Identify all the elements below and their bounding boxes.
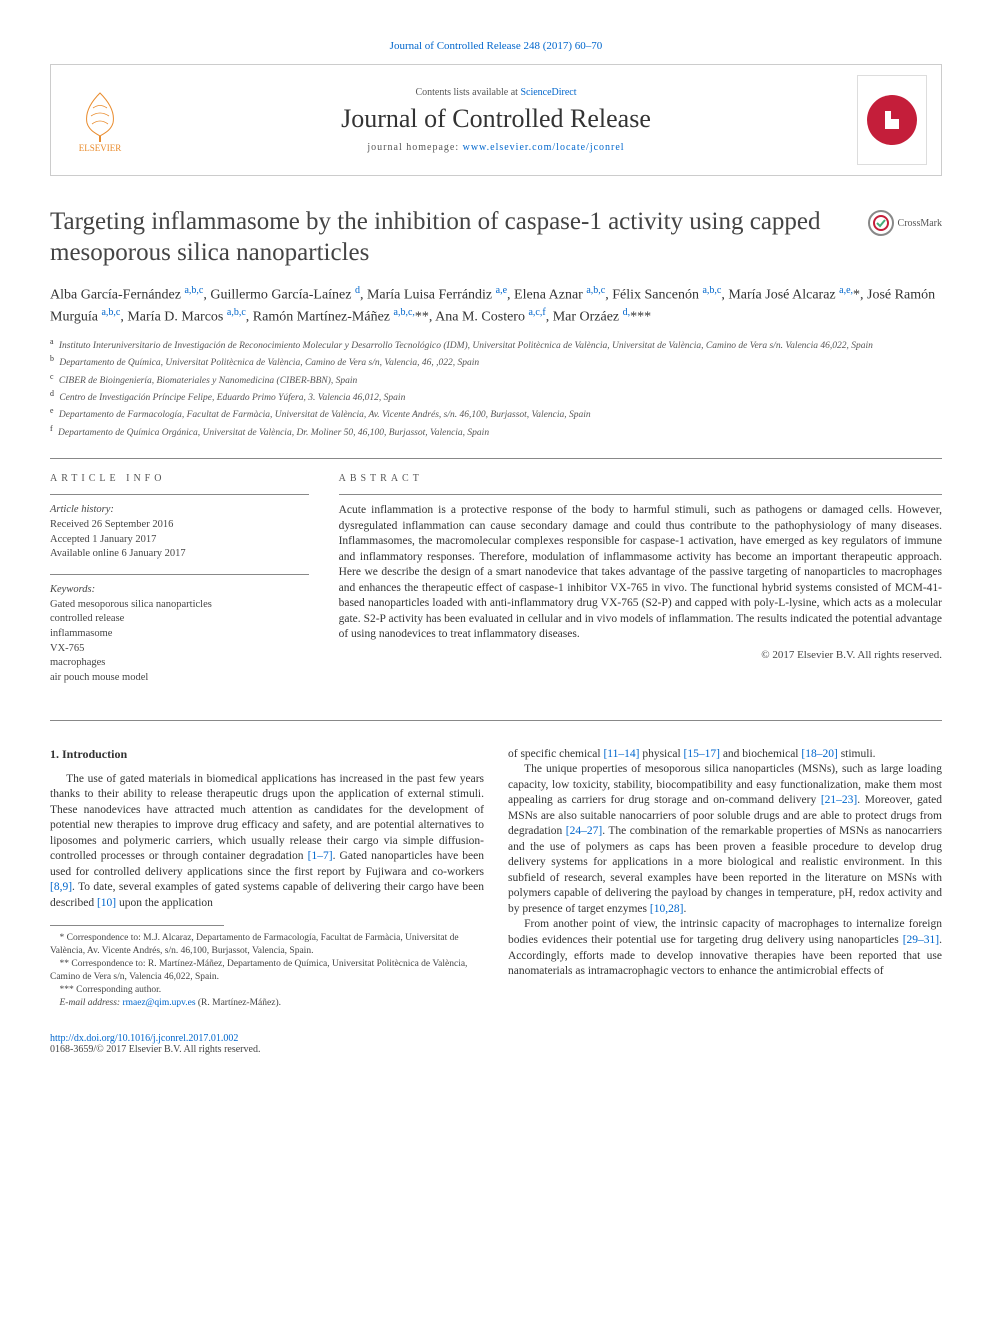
keyword-item: macrophages [50, 656, 309, 671]
citation-link[interactable]: [29–31] [903, 934, 939, 946]
history-online: Available online 6 January 2017 [50, 547, 309, 562]
citation-link[interactable]: [18–20] [801, 748, 837, 760]
introduction-heading: 1. Introduction [50, 747, 484, 762]
citation-link[interactable]: [15–17] [684, 748, 720, 760]
authors-list: Alba García-Fernández a,b,c, Guillermo G… [50, 283, 942, 328]
citation-link[interactable]: [10] [97, 897, 116, 909]
journal-homepage-line: journal homepage: www.elsevier.com/locat… [135, 142, 857, 153]
article-title: Targeting inflammasome by the inhibition… [50, 206, 942, 269]
journal-reference: Journal of Controlled Release 248 (2017)… [50, 40, 942, 52]
sciencedirect-link[interactable]: ScienceDirect [520, 87, 576, 98]
journal-header: ELSEVIER Contents lists available at Sci… [50, 64, 942, 176]
footnotes-separator [50, 925, 224, 926]
footnote-3: *** Corresponding author. [50, 984, 484, 997]
abstract-label: ABSTRACT [339, 473, 942, 484]
homepage-prefix: journal homepage: [367, 142, 462, 153]
correspondence-footnotes: * Correspondence to: M.J. Alcaraz, Depar… [50, 932, 484, 1009]
keywords-list: Gated mesoporous silica nanoparticlescon… [50, 598, 309, 686]
contents-prefix: Contents lists available at [415, 87, 520, 98]
keywords-label: Keywords: [50, 583, 309, 598]
crossmark-label: CrossMark [898, 218, 942, 229]
history-received: Received 26 September 2016 [50, 518, 309, 533]
keyword-item: VX-765 [50, 642, 309, 657]
contents-available-line: Contents lists available at ScienceDirec… [135, 87, 857, 98]
info-divider [50, 574, 309, 575]
info-divider [50, 494, 309, 495]
article-info-label: ARTICLE INFO [50, 473, 309, 484]
citation-link[interactable]: [24–27] [566, 825, 602, 837]
citation-link[interactable]: [10,28] [650, 903, 684, 915]
section-divider [50, 458, 942, 459]
affiliation-item: c CIBER de Bioingeniería, Biomateriales … [50, 371, 942, 388]
crossmark-icon [872, 214, 890, 232]
body-text-right: of specific chemical [11–14] physical [1… [508, 747, 942, 980]
citation-link[interactable]: [1–7] [308, 850, 333, 862]
affiliation-item: b Departamento de Química, Universitat P… [50, 353, 942, 370]
keyword-item: air pouch mouse model [50, 671, 309, 686]
citation-link[interactable]: [8,9] [50, 881, 72, 893]
citation-link[interactable]: [21–23] [821, 794, 857, 806]
footnote-2: ** Correspondence to: R. Martínez-Máñez,… [50, 958, 484, 984]
citation-link[interactable]: [11–14] [603, 748, 639, 760]
keyword-item: inflammasome [50, 627, 309, 642]
journal-cover-thumbnail [857, 75, 927, 165]
footnote-1: * Correspondence to: M.J. Alcaraz, Depar… [50, 932, 484, 958]
elsevier-tree-icon [75, 88, 125, 143]
journal-homepage-link[interactable]: www.elsevier.com/locate/jconrel [463, 142, 625, 153]
abstract-divider [339, 494, 942, 495]
affiliation-item: e Departamento de Farmacología, Facultat… [50, 405, 942, 422]
abstract-copyright: © 2017 Elsevier B.V. All rights reserved… [339, 649, 942, 661]
journal-name: Journal of Controlled Release [135, 104, 857, 134]
issn-copyright: 0168-3659/© 2017 Elsevier B.V. All right… [50, 1044, 260, 1055]
keyword-item: controlled release [50, 612, 309, 627]
history-label: Article history: [50, 503, 309, 518]
email-person: (R. Martínez-Máñez). [196, 998, 281, 1008]
affiliations-list: a Instituto Interuniversitario de Invest… [50, 336, 942, 440]
history-accepted: Accepted 1 January 2017 [50, 533, 309, 548]
body-text-left: The use of gated materials in biomedical… [50, 772, 484, 912]
page-footer: http://dx.doi.org/10.1016/j.jconrel.2017… [50, 1033, 942, 1055]
publisher-name: ELSEVIER [79, 143, 122, 153]
section-divider [50, 720, 942, 721]
footnote-email: E-mail address: rmaez@qim.upv.es (R. Mar… [50, 997, 484, 1010]
journal-cover-icon [877, 105, 907, 135]
doi-link[interactable]: http://dx.doi.org/10.1016/j.jconrel.2017… [50, 1033, 238, 1044]
publisher-logo: ELSEVIER [65, 80, 135, 160]
crossmark-badge[interactable]: CrossMark [868, 210, 942, 236]
affiliation-item: d Centro de Investigación Príncipe Felip… [50, 388, 942, 405]
abstract-text: Acute inflammation is a protective respo… [339, 503, 942, 643]
affiliation-item: a Instituto Interuniversitario de Invest… [50, 336, 942, 353]
corresponding-email-link[interactable]: rmaez@qim.upv.es [122, 998, 195, 1008]
keyword-item: Gated mesoporous silica nanoparticles [50, 598, 309, 613]
email-label: E-mail address: [60, 998, 123, 1008]
affiliation-item: f Departamento de Química Orgánica, Univ… [50, 423, 942, 440]
